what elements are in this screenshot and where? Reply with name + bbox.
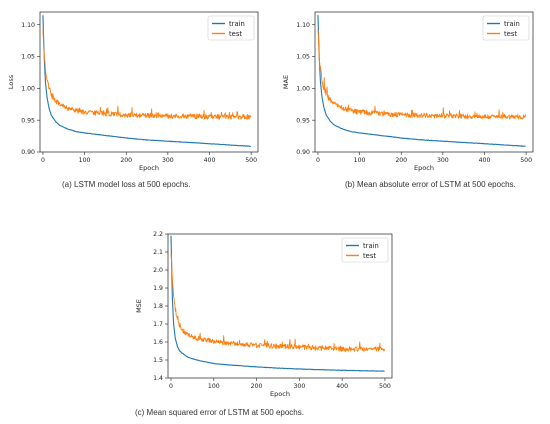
chart-loss: 0 100 200 300 400 500 0.90 0.95 1.00 1.05 1.10 Epoc… [7,11,259,172]
y-tick-label: 1.10 [296,22,310,29]
y-tick-label: 1.7 [153,321,163,328]
x-tick-label: 400 [479,157,491,164]
legend: train test [207,15,255,41]
x-tick-label: 500 [520,157,532,164]
y-tick-label: 1.05 [296,54,310,61]
x-axis-label: Epoch [270,390,290,398]
plot-frame [314,11,534,153]
x-axis-label: Epoch [414,164,434,172]
y-tick-label: 1.10 [21,22,35,29]
y-axis-label: Loss [7,74,15,89]
x-tick-label: 100 [79,157,91,164]
x-tick-label: 200 [251,383,263,390]
series-line-train [42,15,252,147]
x-tick-label: 300 [293,383,305,390]
legend-label-test: test [363,252,376,260]
y-tick-label: 0.90 [21,149,35,156]
y-tick-label: 2.1 [153,249,163,256]
chart-mae: 0 100 200 300 400 500 0.90 0.95 1.00 1.05 1.10 Epoc… [282,11,534,172]
y-tick-label: 2.0 [153,267,163,274]
legend-label-train: train [363,242,379,250]
x-tick-label: 0 [316,157,320,164]
legend-label-train: train [504,20,520,28]
y-tick-label: 1.8 [153,303,163,310]
x-tick-label: 0 [169,383,173,390]
y-tick-label: 1.4 [153,375,163,382]
y-tick-label: 1.9 [153,285,163,292]
y-tick-label: 1.00 [21,86,35,93]
x-axis-label: Epoch [139,164,159,172]
series-line-test [42,28,252,120]
y-tick-label: 1.6 [153,339,163,346]
legend-label-test: test [504,30,517,38]
plot-frame [39,11,259,153]
series-line-test [317,29,527,120]
x-tick-label: 200 [395,157,407,164]
x-tick-label: 400 [204,157,216,164]
x-tick-label: 100 [354,157,366,164]
x-tick-label: 200 [120,157,132,164]
series-line-train [170,235,385,372]
x-tick-label: 500 [379,383,391,390]
chart-panel-loss: 0 100 200 300 400 500 0.90 0.95 1.00 1.05 1.10 Epoc… [0,0,275,200]
chart-panel-mae: 0 100 200 300 400 500 0.90 0.95 1.00 1.05 1.10 Epoc… [275,0,550,200]
y-tick-label: 0.90 [296,149,310,156]
caption-mae: (b) Mean absolute error of LSTM at 500 e… [345,180,516,189]
y-tick-label: 1.00 [296,86,310,93]
y-axis-label: MSE [135,299,143,313]
chart-panel-mse: 0 100 200 300 400 500 1.4 1.5 1.6 1.7 1.8 1.9 2.0 2.1… [130,224,420,424]
chart-mse: 0 100 200 300 400 500 1.4 1.5 1.6 1.7 1.8 1.9 2.0 2.1… [135,231,393,398]
y-tick-label: 2.2 [153,231,163,238]
y-tick-label: 0.95 [296,117,310,124]
legend-label-train: train [229,20,245,28]
y-axis-label: MAE [282,75,290,89]
x-tick-label: 300 [162,157,174,164]
x-tick-label: 300 [437,157,449,164]
x-tick-label: 0 [41,157,45,164]
x-tick-label: 100 [208,383,220,390]
caption-mse: (c) Mean squared error of LSTM at 500 ep… [135,408,304,417]
x-tick-label: 400 [336,383,348,390]
y-tick-label: 1.5 [153,357,163,364]
y-tick-label: 0.95 [21,117,35,124]
caption-loss: (a) LSTM model loss at 500 epochs. [62,180,191,189]
x-tick-label: 500 [245,157,257,164]
legend: train test [482,15,530,41]
series-line-train [317,15,526,147]
legend: train test [341,237,389,263]
legend-label-test: test [229,30,242,38]
y-tick-label: 1.05 [21,54,35,61]
series-line-test [170,253,385,352]
